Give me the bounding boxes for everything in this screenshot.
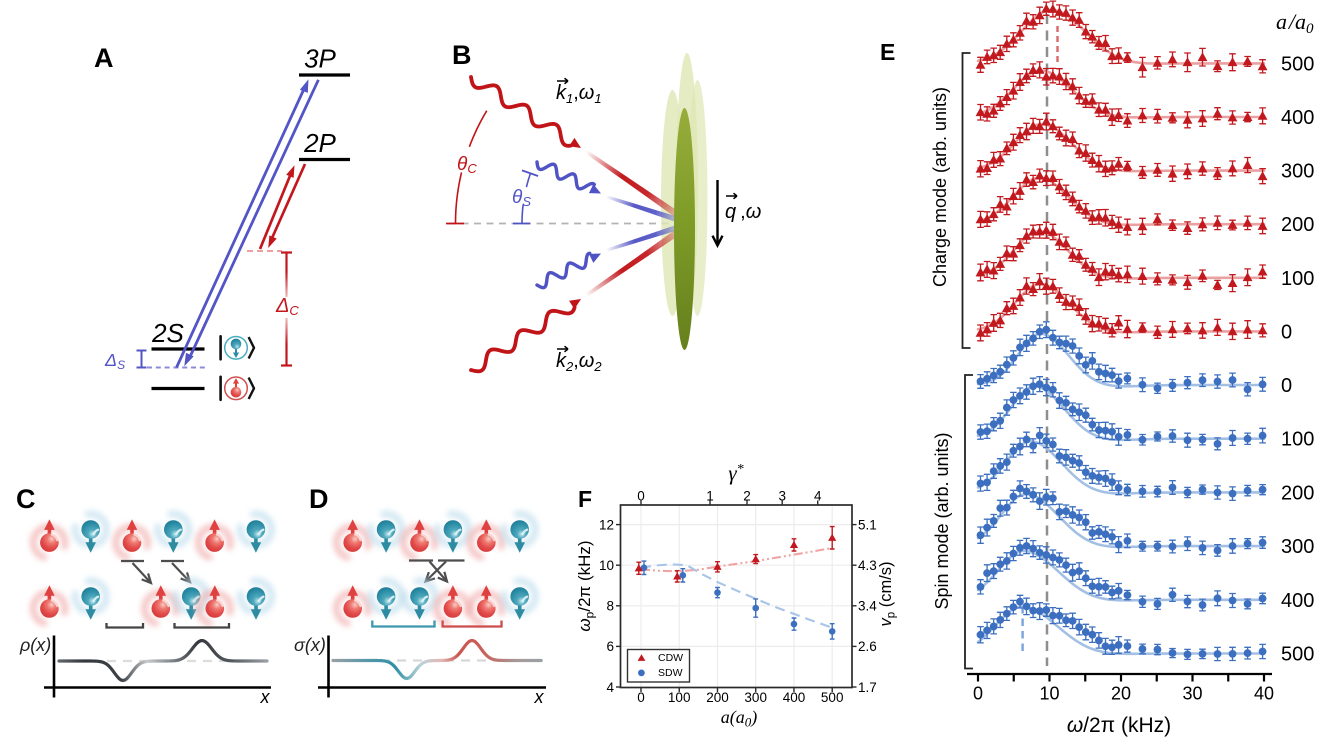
svg-text:ωp/2π (kHz): ωp/2π (kHz) xyxy=(575,540,597,631)
svg-text:200: 200 xyxy=(1281,214,1314,236)
svg-text:q ,ω: q ,ω xyxy=(725,201,761,223)
svg-text:A: A xyxy=(94,43,114,73)
svg-text:8: 8 xyxy=(606,599,614,614)
svg-text:D: D xyxy=(309,484,329,514)
svg-text:10: 10 xyxy=(1039,684,1059,704)
svg-text:1: 1 xyxy=(706,489,714,504)
svg-text:2S: 2S xyxy=(151,318,184,348)
svg-text:0: 0 xyxy=(637,690,645,705)
svg-text:200: 200 xyxy=(1281,482,1314,504)
svg-text:12: 12 xyxy=(599,517,614,532)
svg-text:40: 40 xyxy=(1254,684,1274,704)
svg-text:200: 200 xyxy=(706,690,729,705)
svg-text:vp (cm/s): vp (cm/s) xyxy=(877,561,898,626)
svg-text:400: 400 xyxy=(1281,107,1314,129)
svg-text:a(a0): a(a0) xyxy=(721,707,758,730)
svg-text:4.3: 4.3 xyxy=(858,558,877,573)
svg-text:2P: 2P xyxy=(303,128,336,158)
svg-text:0: 0 xyxy=(1281,375,1292,397)
svg-text:2.6: 2.6 xyxy=(858,639,877,654)
svg-text:400: 400 xyxy=(783,690,806,705)
svg-text:500: 500 xyxy=(1281,53,1314,75)
svg-text:3: 3 xyxy=(778,489,786,504)
svg-text:C: C xyxy=(16,484,36,514)
svg-text:4: 4 xyxy=(606,680,614,695)
svg-text:Spin mode (arb. units): Spin mode (arb. units) xyxy=(932,432,952,609)
svg-text:k1,ω1: k1,ω1 xyxy=(556,82,602,106)
svg-text:300: 300 xyxy=(744,690,767,705)
svg-text:300: 300 xyxy=(1281,161,1314,183)
svg-text:2: 2 xyxy=(743,489,751,504)
svg-text:ρ(x): ρ(x) xyxy=(19,635,51,655)
svg-text:4: 4 xyxy=(814,489,822,504)
svg-text:1.7: 1.7 xyxy=(858,680,877,695)
svg-text:30: 30 xyxy=(1182,684,1202,704)
svg-text:x: x xyxy=(260,687,271,707)
svg-text:0: 0 xyxy=(973,684,983,704)
svg-text:0: 0 xyxy=(1281,321,1292,343)
svg-text:CDW: CDW xyxy=(658,652,683,664)
svg-text:SDW: SDW xyxy=(658,667,683,679)
svg-text:B: B xyxy=(452,40,472,70)
svg-text:400: 400 xyxy=(1281,590,1314,612)
svg-text:500: 500 xyxy=(1281,644,1314,666)
svg-text:σ(x): σ(x) xyxy=(294,635,326,655)
svg-text:5.1: 5.1 xyxy=(858,517,877,532)
svg-text:F: F xyxy=(578,486,592,512)
svg-text:500: 500 xyxy=(821,690,844,705)
svg-text:100: 100 xyxy=(668,690,691,705)
svg-text:10: 10 xyxy=(599,558,614,573)
svg-text:20: 20 xyxy=(1111,684,1131,704)
svg-text:3.4: 3.4 xyxy=(858,599,877,614)
svg-text:3P: 3P xyxy=(304,44,336,74)
svg-text:100: 100 xyxy=(1281,429,1314,451)
svg-text:6: 6 xyxy=(606,639,614,654)
svg-text:Charge mode (arb. units): Charge mode (arb. units) xyxy=(930,87,950,287)
svg-text:E: E xyxy=(880,39,895,65)
svg-text:0: 0 xyxy=(637,489,645,504)
svg-text:100: 100 xyxy=(1281,268,1314,290)
svg-text:x: x xyxy=(534,687,545,707)
svg-text:ω/2π (kHz): ω/2π (kHz) xyxy=(1067,714,1171,737)
svg-text:300: 300 xyxy=(1281,536,1314,558)
